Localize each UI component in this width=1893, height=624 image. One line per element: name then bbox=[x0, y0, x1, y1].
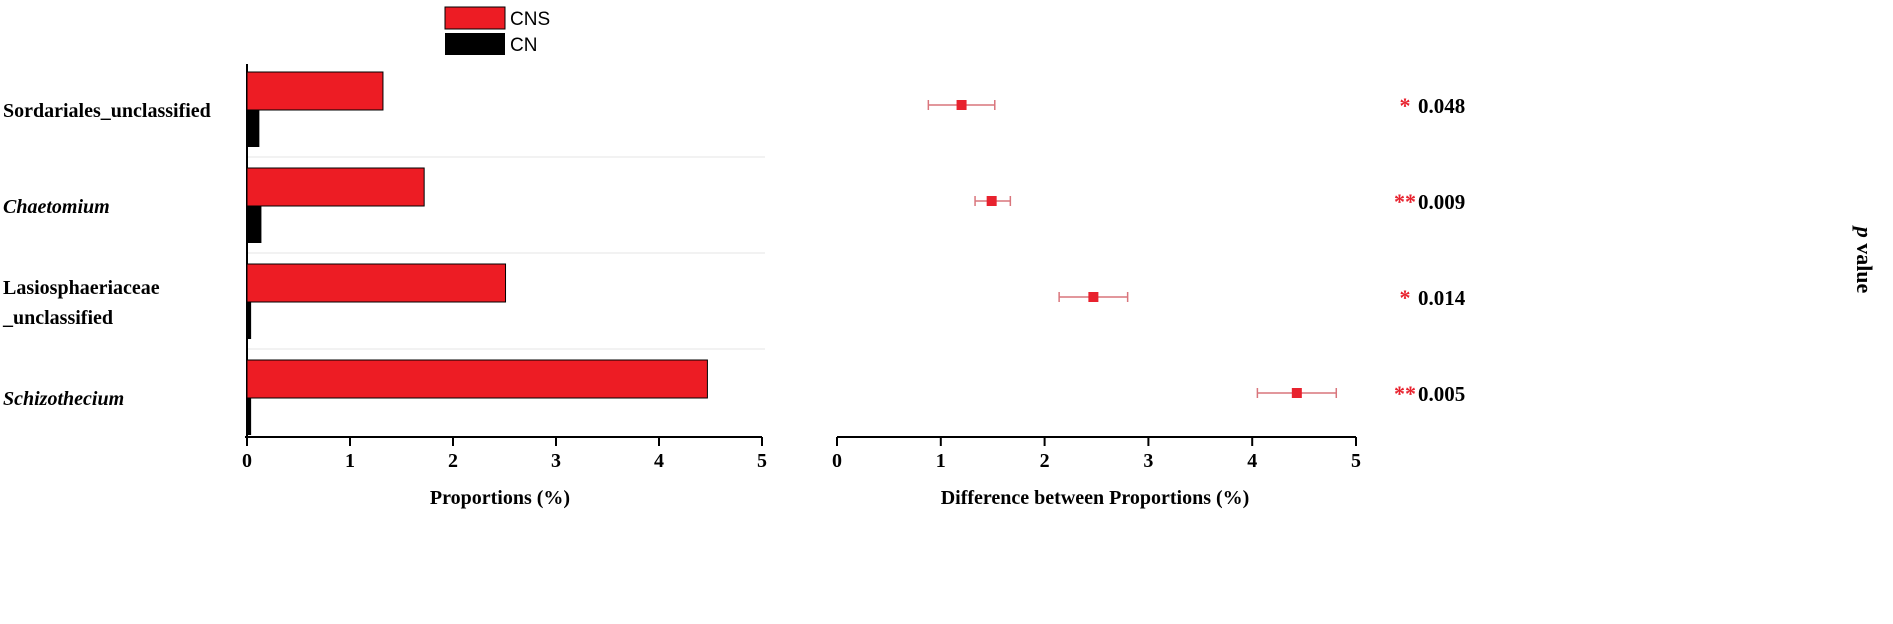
pvalue-column: * 0.048** 0.009* 0.014** 0.005 bbox=[1394, 93, 1466, 406]
bar-cns bbox=[246, 263, 507, 303]
legend-label-cn: CN bbox=[510, 35, 537, 56]
bar-cns bbox=[246, 359, 708, 399]
category-label: Lasiosphaeriaceae _unclassified bbox=[2, 277, 160, 329]
bar-cn bbox=[247, 398, 252, 435]
diff-x-tick-label: 2 bbox=[1040, 450, 1050, 472]
bar-cn bbox=[247, 206, 262, 243]
x-tick-label: 2 bbox=[448, 450, 458, 472]
category-label: Schizothecium bbox=[3, 388, 124, 410]
pvalue-text: 0.009 bbox=[1418, 190, 1465, 214]
category-label-line: Sordariales_unclassified bbox=[3, 100, 211, 122]
x-tick-label: 3 bbox=[551, 450, 561, 472]
diff-x-tick-label: 3 bbox=[1143, 450, 1153, 472]
x-tick-label: 1 bbox=[345, 450, 355, 472]
pvalue-axis-title: p value bbox=[1852, 225, 1877, 294]
difference-panel: 0 1 2 3 4 5 Difference between Proportions (%) bbox=[832, 100, 1361, 509]
pvalue-title-p: p bbox=[1852, 225, 1877, 238]
difference-point bbox=[1291, 388, 1302, 398]
difference-point bbox=[986, 196, 997, 206]
x-tick-label: 0 bbox=[242, 450, 252, 472]
pvalue-text: 0.048 bbox=[1418, 94, 1465, 118]
difference-point bbox=[956, 100, 967, 110]
category-label-line: Chaetomium bbox=[3, 196, 110, 218]
diff-x-tick-label: 1 bbox=[936, 450, 946, 472]
significance-stars: * bbox=[1400, 285, 1411, 310]
legend: CNS CN bbox=[444, 6, 550, 56]
legend-label-cns: CNS bbox=[510, 9, 550, 30]
diff-x-tick-label: 4 bbox=[1247, 450, 1257, 472]
pvalue-title-rest: value bbox=[1852, 238, 1877, 294]
bar-cn bbox=[247, 110, 260, 147]
pvalue-text: 0.014 bbox=[1418, 286, 1466, 310]
pvalue-text: 0.005 bbox=[1418, 382, 1465, 406]
category-label-line: Lasiosphaeriaceae bbox=[3, 277, 160, 299]
category-label-line: Schizothecium bbox=[3, 388, 124, 410]
legend-swatch-cns bbox=[444, 6, 506, 30]
x-tick-label: 5 bbox=[757, 450, 767, 472]
diff-x-tick-label: 5 bbox=[1351, 450, 1361, 472]
x-tick-label: 4 bbox=[654, 450, 664, 472]
category-label: Chaetomium bbox=[3, 196, 110, 218]
category-label: Sordariales_unclassified bbox=[3, 100, 211, 122]
bar-cns bbox=[246, 167, 425, 207]
legend-swatch-cn bbox=[445, 33, 505, 55]
significance-stars: ** bbox=[1394, 381, 1416, 406]
diff-x-tick-label: 0 bbox=[832, 450, 842, 472]
bar-cns bbox=[246, 71, 384, 111]
significance-stars: ** bbox=[1394, 189, 1416, 214]
significance-stars: * bbox=[1400, 93, 1411, 118]
difference-point bbox=[1088, 292, 1099, 302]
x-axis-title: Proportions (%) bbox=[430, 487, 570, 509]
proportions-panel: 0 1 2 3 4 5 Proportions (%) Sordariales_unclass… bbox=[2, 64, 767, 509]
bar-cn bbox=[247, 302, 252, 339]
diff-x-axis-title: Difference between Proportions (%) bbox=[941, 487, 1250, 509]
category-label-line: _unclassified bbox=[2, 307, 113, 329]
